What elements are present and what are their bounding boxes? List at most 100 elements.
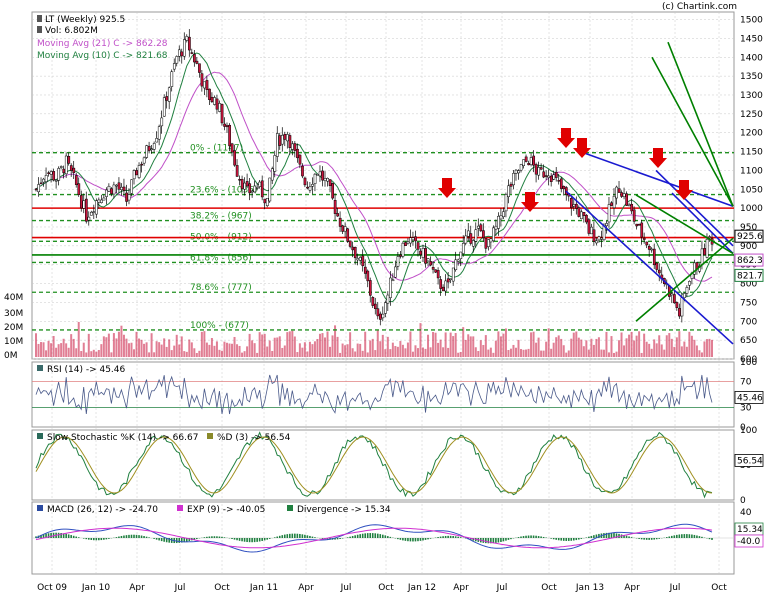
- candle-body: [210, 96, 214, 103]
- volume-bar: [205, 342, 208, 357]
- divergence-bar: [673, 535, 676, 538]
- candle-body: [371, 297, 375, 306]
- divergence-bar: [688, 534, 691, 538]
- ma21-badge-text: 862.3: [737, 256, 763, 266]
- divergence-bar: [678, 534, 681, 538]
- divergence-bar: [427, 538, 429, 540]
- volume-bar: [296, 352, 299, 357]
- divergence-bar: [535, 535, 537, 538]
- divergence-bar: [590, 535, 593, 538]
- divergence-bar: [570, 538, 573, 541]
- candle-body: [336, 213, 340, 217]
- stoch-tick-label: 0: [740, 496, 746, 506]
- fib-level-label: 0% - (1147): [190, 144, 243, 154]
- volume-bar: [396, 346, 399, 357]
- candle-body: [439, 279, 443, 289]
- divergence-bar: [246, 538, 248, 543]
- volume-bar: [540, 350, 543, 357]
- candle-body: [291, 143, 294, 150]
- divergence-bar: [243, 538, 246, 542]
- volume-bar: [246, 346, 249, 357]
- candle-body: [484, 237, 488, 249]
- candle-body: [642, 237, 646, 240]
- stoch-last-text: 56.54: [737, 456, 763, 466]
- down-arrow-icon: [649, 148, 667, 168]
- divergence-bar: [457, 536, 459, 538]
- volume-bar: [369, 340, 372, 357]
- candle-body: [180, 51, 184, 57]
- volume-bar: [341, 343, 344, 357]
- divergence-bar: [407, 538, 409, 542]
- candle-body: [600, 237, 603, 240]
- candle-body: [396, 256, 400, 267]
- candle-body: [107, 185, 111, 192]
- volume-bar: [344, 345, 347, 357]
- volume-bar: [695, 345, 698, 357]
- volume-bar: [251, 340, 254, 357]
- volume-bar: [670, 338, 673, 357]
- divergence-bar: [203, 537, 206, 538]
- volume-bar: [233, 336, 236, 357]
- divergence-bar: [135, 534, 138, 538]
- divergence-bar: [442, 536, 444, 538]
- divergence-bar: [180, 538, 183, 543]
- x-tick-label: Jul: [174, 583, 186, 593]
- macd-legend: MACD (26, 12) -> -24.70 EXP (9) -> -40.0…: [37, 505, 391, 515]
- divergence-bar: [507, 538, 510, 540]
- volume-bar: [597, 337, 600, 357]
- candle-body: [688, 281, 691, 286]
- candle-body: [620, 192, 623, 197]
- divergence-bar: [276, 536, 279, 538]
- volume-bar: [650, 348, 653, 357]
- rsi-tick-label: 100: [740, 358, 757, 368]
- x-tick-label: Oct: [541, 583, 557, 593]
- candle-body: [253, 185, 257, 193]
- divergence-bar: [472, 538, 475, 541]
- divergence-bar: [72, 535, 75, 538]
- divergence-bar: [603, 533, 605, 538]
- divergence-bar: [487, 538, 490, 544]
- divergence-bar: [65, 533, 67, 538]
- divergence-bar: [361, 533, 364, 538]
- candle-body: [90, 211, 93, 216]
- divergence-bar: [98, 538, 100, 541]
- divergence-bar: [263, 538, 266, 541]
- candle-body: [487, 239, 490, 247]
- x-tick-label: Oct: [378, 583, 394, 593]
- volume-bar: [685, 346, 688, 357]
- candle-body: [265, 198, 269, 206]
- volume-bar: [655, 343, 658, 357]
- divergence-bar: [286, 534, 289, 538]
- ma21-badge-box: [734, 253, 764, 267]
- divergence-bar: [281, 535, 284, 538]
- divergence-bar: [185, 538, 188, 542]
- stochastic-panel: 05010056.54: [35, 426, 764, 506]
- divergence-bar: [530, 535, 532, 538]
- divergence-bar: [138, 535, 140, 538]
- divergence-bar: [216, 536, 218, 538]
- volume-bar: [668, 333, 671, 357]
- candle-body: [185, 36, 189, 41]
- legend-ma21: Moving Avg (21) C -> 862.28: [37, 39, 168, 49]
- divergence-bar: [118, 536, 120, 538]
- volume-bar: [628, 334, 631, 357]
- volume-bar: [37, 343, 40, 357]
- volume-bar: [700, 352, 703, 357]
- candle-body: [215, 98, 219, 110]
- volume-bar: [492, 352, 495, 357]
- divergence-bar: [437, 537, 439, 538]
- volume-bar: [356, 343, 359, 357]
- candle-body: [273, 155, 277, 172]
- volume-bar: [60, 343, 63, 357]
- candle-body: [140, 163, 143, 166]
- divergence-bar: [485, 538, 487, 544]
- candle-body: [97, 199, 101, 203]
- candle-body: [132, 170, 136, 180]
- candle-body: [416, 242, 420, 250]
- volume-bar: [213, 345, 216, 357]
- divergence-bar: [459, 537, 462, 538]
- volume-bar: [522, 349, 525, 357]
- candle-body: [519, 164, 523, 171]
- divergence-bar: [565, 538, 568, 541]
- candle-body: [278, 135, 282, 146]
